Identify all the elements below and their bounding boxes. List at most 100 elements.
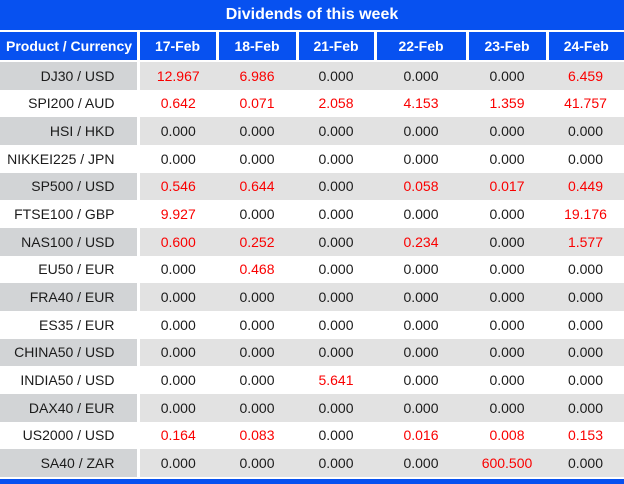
value-cell: 4.153 <box>375 89 467 118</box>
value-cell: 0.000 <box>138 366 217 394</box>
value-cell: 0.000 <box>547 283 624 311</box>
value-cell: 2.058 <box>297 89 375 118</box>
value-cell: 9.927 <box>138 200 217 228</box>
dividends-table: Product / Currency 17-Feb 18-Feb 21-Feb 22-… <box>0 32 624 477</box>
value-cell: 19.176 <box>547 200 624 228</box>
product-cell: EU50 / EUR <box>0 255 140 284</box>
value-cell: 0.252 <box>217 227 297 256</box>
value-cell: 0.000 <box>297 338 375 367</box>
value-cell: 6.459 <box>547 61 624 90</box>
value-cell: 0.644 <box>217 172 297 201</box>
table-row: DJ30 / USD 12.967 6.986 0.000 0.000 0.000 6.45… <box>0 61 624 90</box>
value-cell: 0.000 <box>467 117 547 145</box>
value-cell: 0.058 <box>375 172 467 201</box>
product-cell: DJ30 / USD <box>0 61 140 90</box>
value-cell: 0.000 <box>375 338 467 367</box>
value-cell: 0.000 <box>375 449 467 477</box>
value-cell: 0.000 <box>297 449 375 477</box>
value-cell: 0.000 <box>138 393 217 422</box>
value-cell: 0.000 <box>467 393 547 422</box>
value-cell: 1.359 <box>467 89 547 118</box>
value-cell: 6.986 <box>217 61 297 90</box>
product-cell: HSI / HKD <box>0 117 140 145</box>
value-cell: 0.000 <box>297 283 375 311</box>
value-cell: 0.000 <box>297 227 375 256</box>
value-cell: 0.000 <box>375 117 467 145</box>
footer-bar <box>0 479 624 484</box>
header-row: Product / Currency 17-Feb 18-Feb 21-Feb 22-… <box>0 32 624 62</box>
value-cell: 0.000 <box>467 200 547 228</box>
value-cell: 0.468 <box>217 255 297 284</box>
value-cell: 0.000 <box>138 117 217 145</box>
table-row: CHINA50 / USD 0.000 0.000 0.000 0.000 0.000 0.… <box>0 338 624 367</box>
value-cell: 0.083 <box>217 421 297 450</box>
value-cell: 0.000 <box>547 117 624 145</box>
value-cell: 0.234 <box>375 227 467 256</box>
value-cell: 0.000 <box>217 393 297 422</box>
value-cell: 41.757 <box>547 89 624 118</box>
value-cell: 12.967 <box>138 61 217 90</box>
value-cell: 0.000 <box>138 310 217 339</box>
value-cell: 0.000 <box>467 283 547 311</box>
column-header-date: 17-Feb <box>136 32 217 62</box>
value-cell: 0.000 <box>375 283 467 311</box>
table-row: INDIA50 / USD 0.000 0.000 5.641 0.000 0.000 0.… <box>0 366 624 394</box>
table-row: FTSE100 / GBP 9.927 0.000 0.000 0.000 0.000 19… <box>0 200 624 228</box>
value-cell: 0.000 <box>547 338 624 367</box>
value-cell: 0.000 <box>297 117 375 145</box>
table-row: HSI / HKD 0.000 0.000 0.000 0.000 0.000 0.000 <box>0 117 624 145</box>
value-cell: 0.000 <box>467 227 547 256</box>
product-cell: FTSE100 / GBP <box>0 200 140 228</box>
table-row: ES35 / EUR 0.000 0.000 0.000 0.000 0.000 0.000 <box>0 310 624 339</box>
value-cell: 0.000 <box>217 144 297 173</box>
product-cell: ES35 / EUR <box>0 310 140 339</box>
title-bar: Dividends of this week <box>0 0 624 30</box>
product-cell: INDIA50 / USD <box>0 366 140 394</box>
value-cell: 0.000 <box>217 117 297 145</box>
value-cell: 0.000 <box>467 366 547 394</box>
value-cell: 0.000 <box>375 144 467 173</box>
value-cell: 0.000 <box>217 366 297 394</box>
value-cell: 0.600 <box>138 227 217 256</box>
value-cell: 0.000 <box>217 283 297 311</box>
value-cell: 1.577 <box>547 227 624 256</box>
value-cell: 0.642 <box>138 89 217 118</box>
value-cell: 0.000 <box>138 255 217 284</box>
column-header-date: 21-Feb <box>295 32 375 62</box>
value-cell: 0.000 <box>375 310 467 339</box>
value-cell: 0.000 <box>297 310 375 339</box>
value-cell: 0.546 <box>138 172 217 201</box>
value-cell: 0.000 <box>547 255 624 284</box>
value-cell: 0.000 <box>375 366 467 394</box>
value-cell: 0.449 <box>547 172 624 201</box>
column-header-product: Product / Currency <box>0 32 138 62</box>
column-header-date: 22-Feb <box>373 32 467 62</box>
page-title: Dividends of this week <box>225 6 399 23</box>
value-cell: 0.017 <box>467 172 547 201</box>
value-cell: 0.000 <box>138 283 217 311</box>
product-cell: CHINA50 / USD <box>0 338 140 367</box>
value-cell: 0.164 <box>138 421 217 450</box>
value-cell: 0.000 <box>547 366 624 394</box>
table-row: DAX40 / EUR 0.000 0.000 0.000 0.000 0.000 0.00… <box>0 393 624 422</box>
table-row: SP500 / USD 0.546 0.644 0.000 0.058 0.017 0.44… <box>0 172 624 201</box>
table-row: FRA40 / EUR 0.000 0.000 0.000 0.000 0.000 0.00… <box>0 283 624 311</box>
value-cell: 0.000 <box>297 200 375 228</box>
value-cell: 0.000 <box>297 255 375 284</box>
value-cell: 0.000 <box>467 144 547 173</box>
table-body: DJ30 / USD 12.967 6.986 0.000 0.000 0.000 6.45… <box>0 61 624 477</box>
value-cell: 0.000 <box>297 421 375 450</box>
value-cell: 0.000 <box>375 61 467 90</box>
value-cell: 0.000 <box>375 393 467 422</box>
value-cell: 5.641 <box>297 366 375 394</box>
value-cell: 0.000 <box>375 255 467 284</box>
value-cell: 0.000 <box>547 144 624 173</box>
product-cell: SPI200 / AUD <box>0 89 140 118</box>
value-cell: 0.000 <box>217 200 297 228</box>
value-cell: 0.071 <box>217 89 297 118</box>
value-cell: 0.000 <box>547 310 624 339</box>
value-cell: 0.000 <box>467 255 547 284</box>
table-row: SA40 / ZAR 0.000 0.000 0.000 0.000 600.500 0.0… <box>0 449 624 477</box>
value-cell: 0.000 <box>467 338 547 367</box>
